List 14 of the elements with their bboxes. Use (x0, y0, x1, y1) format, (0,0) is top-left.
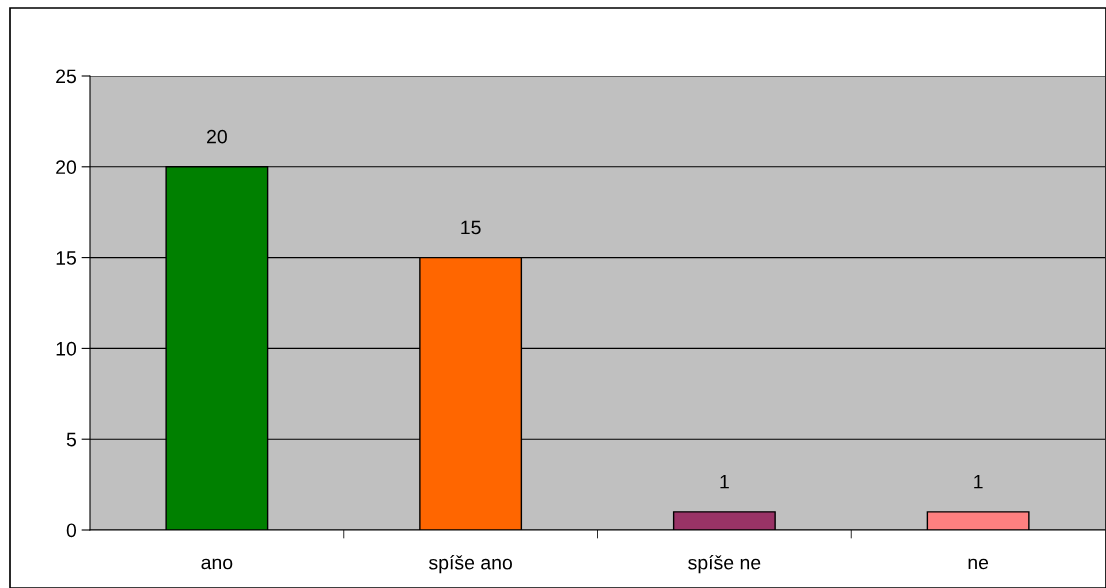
data-label: 1 (720, 474, 729, 489)
data-label: 20 (207, 129, 227, 144)
data-label: 1 (974, 474, 983, 489)
y-tick-label: 20 (56, 160, 77, 175)
y-tick-label: 5 (66, 432, 76, 447)
x-tick-label: spíše ano (429, 555, 512, 574)
x-tick-label: ano (201, 558, 233, 570)
x-tick-label: ne (968, 558, 989, 570)
y-tick-label: 0 (66, 523, 77, 538)
x-tick-label: spíše ne (688, 555, 761, 574)
y-tick-label: 25 (56, 69, 76, 84)
y-tick-label: 10 (56, 341, 77, 356)
y-tick-label: 15 (56, 251, 76, 265)
data-label: 15 (461, 220, 481, 235)
